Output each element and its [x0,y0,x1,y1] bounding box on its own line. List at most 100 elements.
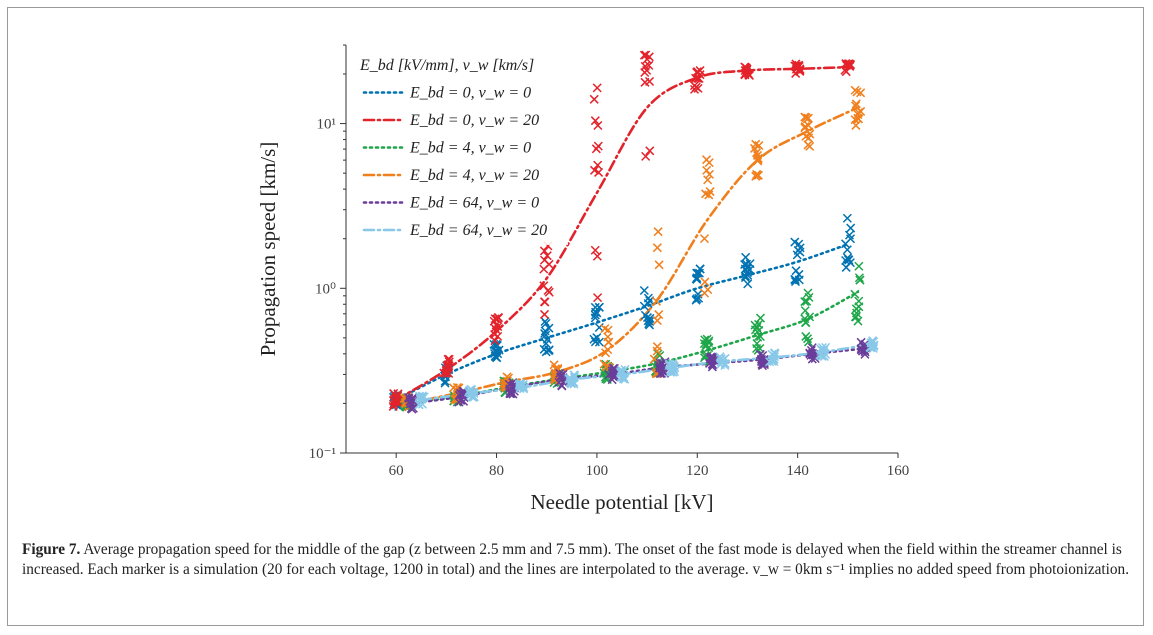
marker-3 [852,87,862,97]
marker-stroke [841,59,851,69]
marker-3 [652,243,662,253]
marker-stroke [844,230,855,240]
marker-stroke [804,133,814,143]
marker-4 [505,388,515,398]
marker-4 [757,359,767,369]
marker-stroke [592,251,602,261]
marker-2 [854,296,864,306]
marker-stroke [853,316,863,326]
marker-stroke [640,77,650,87]
marker-stroke [652,342,662,352]
legend-label-3: E_bd = 4, v_w = 20 [409,167,539,184]
marker-0 [594,337,604,347]
marker-stroke [542,251,552,261]
marker-stroke [443,354,453,364]
marker-stroke [592,333,602,343]
marker-stroke [806,345,816,355]
marker-stroke [539,255,550,265]
marker-5 [616,367,626,377]
marker-stroke [456,395,466,405]
marker-stroke [856,106,866,116]
marker-stroke [795,247,805,257]
marker-stroke [851,304,861,314]
chart-axes: 60 80 100 120 140 160 10⁻¹ 10⁰ 10¹ [309,44,909,479]
marker-1 [640,61,650,71]
marker-stroke [593,160,603,170]
marker-stroke [643,316,653,326]
x-tick-label: 80 [489,463,504,479]
marker-stroke [693,268,703,278]
marker-stroke [691,295,701,305]
marker-3 [752,150,763,160]
marker-stroke [590,310,600,320]
marker-2 [854,273,864,283]
marker-stroke [744,70,755,80]
marker-3 [753,153,763,163]
marker-stroke [708,352,718,362]
marker-stroke [856,88,866,98]
marker-3 [700,288,710,298]
marker-4 [608,364,618,374]
marker-1 [641,151,651,161]
marker-stroke [591,144,601,154]
marker-stroke [590,302,600,312]
marker-4 [707,359,717,369]
marker-1 [645,146,655,156]
marker-3 [753,170,764,180]
marker-stroke [851,308,862,318]
marker-stroke [468,392,478,402]
marker-stroke [490,329,500,340]
marker-stroke [804,292,814,302]
y-axis-label: Propagation speed [km/s] [256,142,280,357]
marker-stroke [850,115,860,125]
marker-stroke [589,165,600,175]
marker-stroke [743,279,753,289]
marker-stroke [699,234,710,244]
series-line-5 [419,342,875,402]
marker-5 [769,352,779,362]
marker-3 [851,99,861,109]
marker-0 [841,239,851,249]
marker-2 [699,339,709,349]
marker-3 [604,337,614,347]
marker-stroke [800,123,810,133]
marker-4 [456,395,466,405]
marker-1 [493,331,503,341]
marker-stroke [508,389,518,399]
marker-stroke [664,360,674,370]
marker-stroke [704,169,714,179]
marker-1 [639,50,649,60]
marker-stroke [807,343,817,353]
marker-stroke [414,400,424,410]
marker-0 [691,295,701,305]
marker-stroke [805,312,815,322]
marker-2 [800,306,810,316]
marker-3 [601,348,611,358]
marker-stroke [405,396,415,406]
marker-stroke [695,264,705,274]
marker-stroke [539,281,549,291]
marker-stroke [557,380,567,390]
marker-5 [866,342,876,352]
marker-stroke [803,140,813,150]
marker-3 [853,107,864,118]
marker-stroke [594,337,604,347]
marker-stroke [644,319,654,329]
marker-stroke [755,313,766,323]
marker-stroke [700,277,710,287]
marker-stroke [704,158,714,168]
marker-stroke [791,266,801,276]
marker-2 [653,349,663,359]
marker-stroke [768,354,778,364]
y-tick-label: 10⁰ [315,281,336,297]
marker-5 [566,379,576,389]
marker-stroke [757,359,767,369]
marker-stroke [803,334,813,344]
marker-stroke [664,359,674,369]
marker-5 [770,349,780,359]
marker-0 [540,328,550,339]
marker-stroke [607,375,617,385]
marker-1 [589,94,599,104]
marker-stroke [845,258,855,268]
marker-stroke [860,345,870,355]
